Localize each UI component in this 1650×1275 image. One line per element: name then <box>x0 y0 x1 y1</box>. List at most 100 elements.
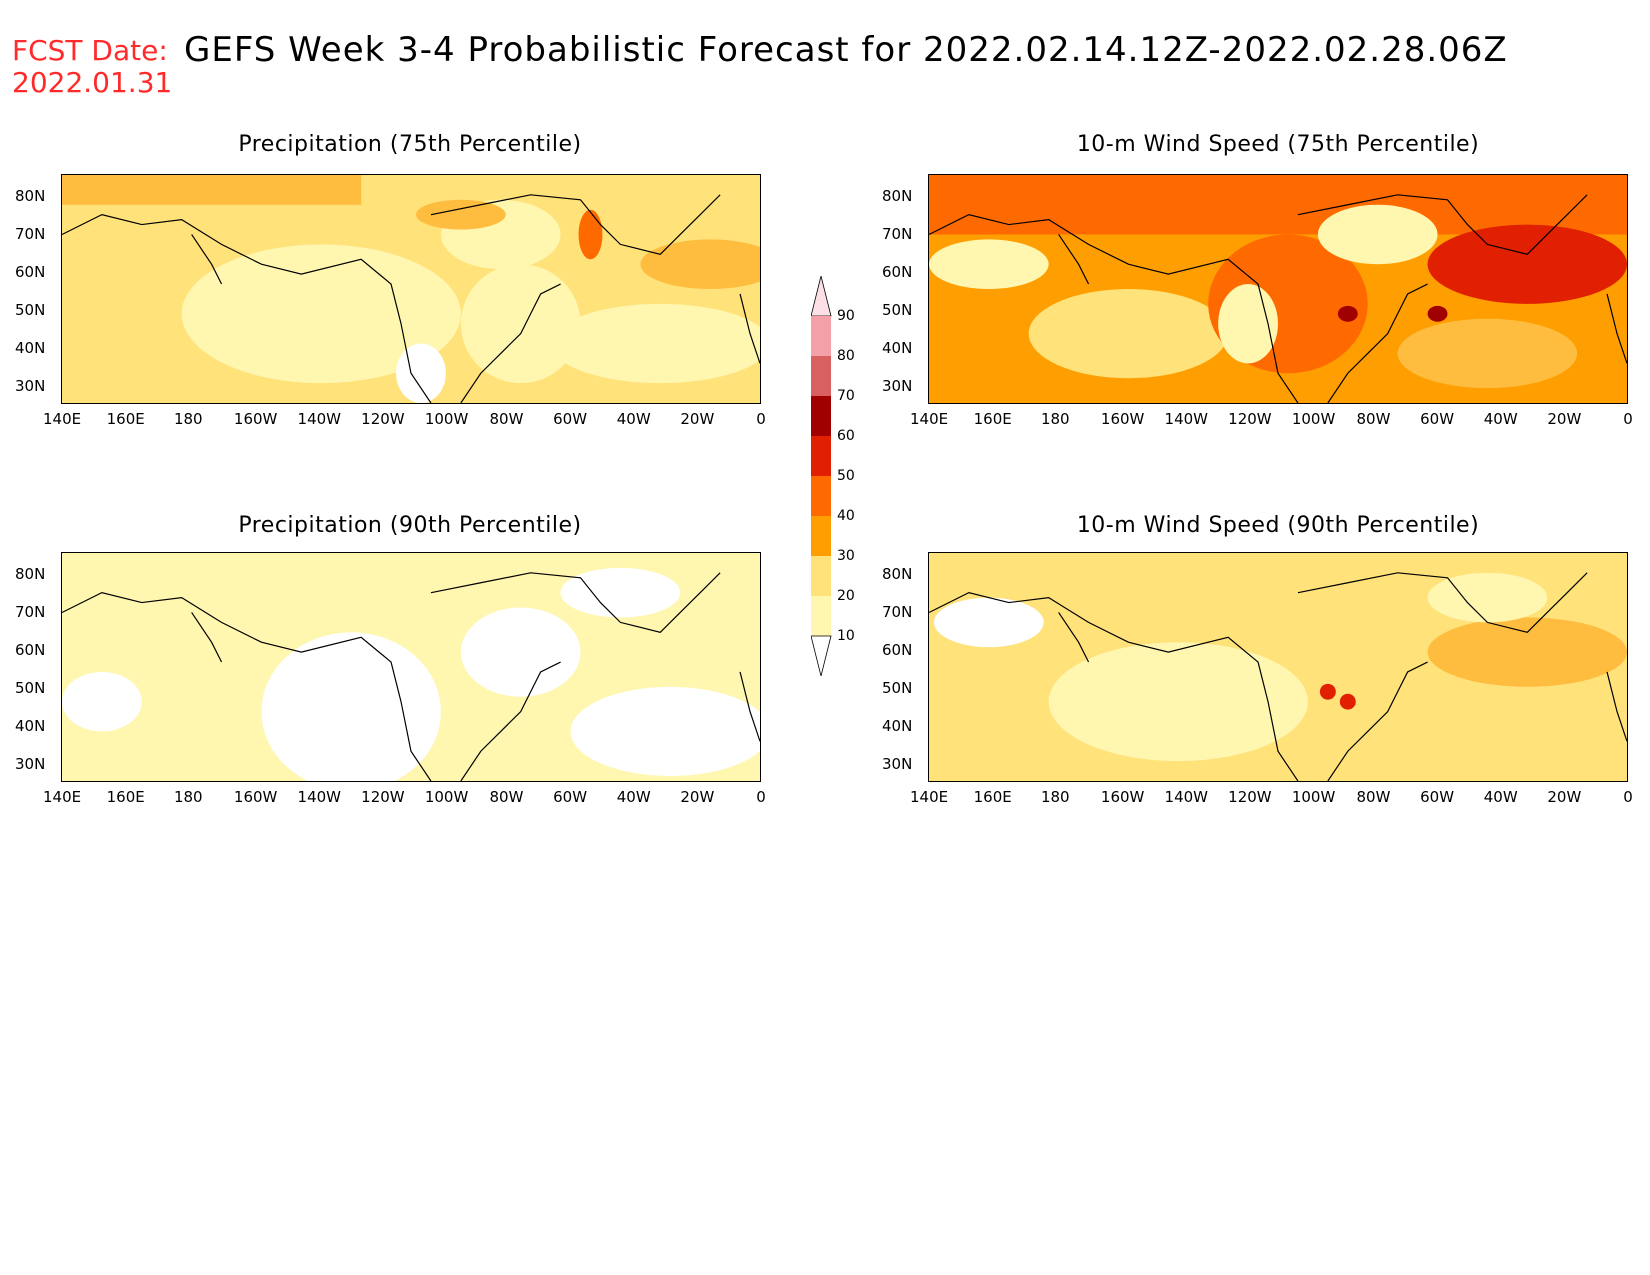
lon-tick-label: 80W <box>489 410 524 428</box>
field-blob <box>1218 284 1278 364</box>
field-blob <box>62 175 362 205</box>
colorbar-label-50: 50 <box>837 468 855 484</box>
lon-tick-label: 0 <box>756 410 766 428</box>
lat-tick-label: 50N <box>15 301 46 319</box>
map-precip90 <box>61 552 761 782</box>
map-svg-precip90 <box>62 553 760 781</box>
colorbar-label-80: 80 <box>837 348 855 364</box>
field-blob <box>560 567 681 618</box>
field-blob <box>1427 617 1627 687</box>
field-blob <box>578 209 603 260</box>
panel-title-wind90: 10-m Wind Speed (90th Percentile) <box>1076 513 1480 538</box>
field-blob <box>1317 204 1438 265</box>
colorbar-swatch-20 <box>811 596 831 636</box>
lon-tick-label: 120W <box>361 410 405 428</box>
lat-tick-label: 50N <box>882 301 913 319</box>
lat-tick-label: 50N <box>15 679 46 697</box>
lon-tick-label: 140W <box>1164 788 1208 806</box>
lon-tick-label: 20W <box>1547 410 1582 428</box>
lon-tick-label: 120W <box>1228 410 1272 428</box>
colorbar-svg <box>810 275 832 677</box>
colorbar-swatch-70 <box>811 396 831 436</box>
map-precip75 <box>61 174 761 404</box>
lat-tick-label: 60N <box>15 263 46 281</box>
lon-tick-label: 160E <box>106 410 145 428</box>
field-blob <box>640 239 760 289</box>
colorbar-label-30: 30 <box>837 548 855 564</box>
field-blob <box>933 597 1044 648</box>
lon-tick-label: 20W <box>680 788 715 806</box>
lon-tick-label: 40W <box>616 410 651 428</box>
lat-tick-label: 30N <box>15 377 46 395</box>
lat-tick-label: 40N <box>882 717 913 735</box>
lon-tick-label: 160W <box>1100 410 1145 428</box>
lon-tick-label: 140E <box>910 410 949 428</box>
lon-tick-label: 160E <box>973 410 1012 428</box>
lon-tick-label: 40W <box>1483 410 1518 428</box>
field-blob <box>1427 224 1627 304</box>
colorbar-label-10: 10 <box>837 628 855 644</box>
lat-tick-label: 60N <box>882 263 913 281</box>
field-blob <box>62 671 142 732</box>
colorbar-swatch-90 <box>811 316 831 356</box>
lon-tick-label: 160W <box>1100 788 1145 806</box>
field-blob <box>1337 305 1358 322</box>
lon-tick-label: 0 <box>756 788 766 806</box>
colorbar-label-70: 70 <box>837 388 855 404</box>
lat-tick-label: 30N <box>15 755 46 773</box>
field-blob <box>1339 693 1356 710</box>
map-svg-precip75 <box>62 175 760 403</box>
lon-tick-label: 160E <box>106 788 145 806</box>
lat-tick-label: 30N <box>882 755 913 773</box>
field-blob <box>1319 683 1336 700</box>
colorbar-swatch-40 <box>811 516 831 556</box>
lat-tick-label: 70N <box>15 225 46 243</box>
main-title: GEFS Week 3-4 Probabilistic Forecast for… <box>184 30 1508 70</box>
lat-tick-label: 60N <box>882 641 913 659</box>
field-blob <box>1048 642 1308 762</box>
field-blob <box>460 607 581 697</box>
coastline <box>929 194 1627 403</box>
field-blob <box>929 175 1627 235</box>
map-svg-wind75 <box>929 175 1627 403</box>
field-blob <box>460 264 581 384</box>
lon-tick-label: 100W <box>424 410 469 428</box>
lat-tick-label: 70N <box>882 603 913 621</box>
lon-tick-label: 20W <box>1547 788 1582 806</box>
panel-title-precip75: Precipitation (75th Percentile) <box>238 132 582 157</box>
lat-tick-label: 80N <box>15 565 46 583</box>
lon-tick-label: 160W <box>233 788 278 806</box>
lon-tick-label: 180 <box>173 788 203 806</box>
lon-tick-label: 140W <box>297 410 341 428</box>
lat-tick-label: 70N <box>882 225 913 243</box>
colorbar: 90 80 70 60 50 40 30 20 10 <box>810 275 911 677</box>
field-blob <box>1028 289 1229 379</box>
lon-tick-label: 80W <box>1356 788 1391 806</box>
lon-tick-label: 160W <box>233 410 278 428</box>
lon-tick-label: 60W <box>1420 410 1455 428</box>
lon-tick-label: 100W <box>424 788 469 806</box>
colorbar-label-60: 60 <box>837 428 855 444</box>
colorbar-swatch-50 <box>811 476 831 516</box>
field-blob <box>1427 305 1448 322</box>
lon-tick-label: 140W <box>297 788 341 806</box>
coastline <box>929 572 1627 781</box>
fcst-label: FCST Date: <box>12 34 168 67</box>
colorbar-top-cap <box>810 275 832 317</box>
lon-tick-label: 80W <box>489 788 524 806</box>
coastline <box>62 572 760 781</box>
lon-tick-label: 180 <box>173 410 203 428</box>
lon-tick-label: 0 <box>1623 788 1633 806</box>
panel-title-precip90: Precipitation (90th Percentile) <box>238 513 582 538</box>
lon-tick-label: 140E <box>43 788 82 806</box>
lon-tick-label: 120W <box>361 788 405 806</box>
lon-tick-label: 140E <box>43 410 82 428</box>
colorbar-swatch-80 <box>811 356 831 396</box>
map-wind75 <box>928 174 1628 404</box>
lat-tick-label: 70N <box>15 603 46 621</box>
colorbar-label-90: 90 <box>837 308 855 324</box>
field-blob <box>550 303 760 384</box>
lat-tick-label: 30N <box>882 377 913 395</box>
lat-tick-label: 40N <box>882 339 913 357</box>
lat-tick-label: 50N <box>882 679 913 697</box>
